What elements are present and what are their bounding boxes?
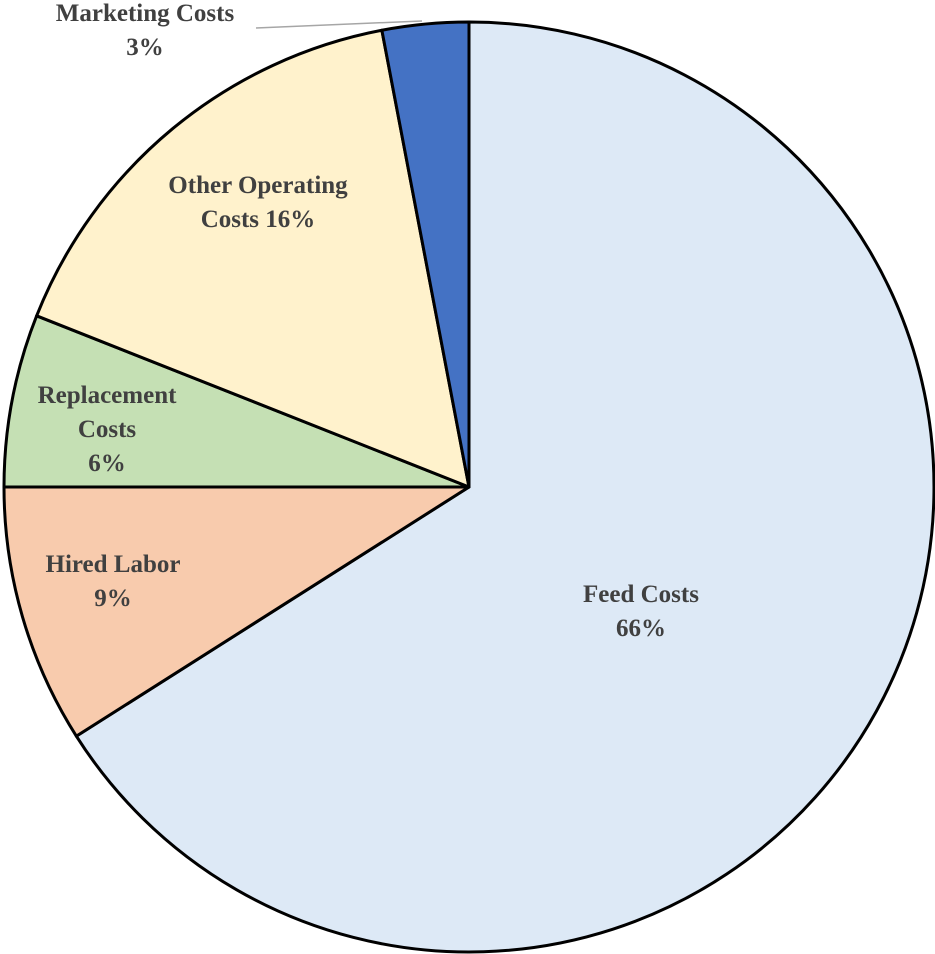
pie-slice [2,485,471,738]
slice-label: Hired Labor 9% [13,548,213,616]
category-label: Hired Labor [45,551,181,578]
value-label: 66% [616,615,666,642]
slice-label: Other Operating Costs 16% [138,169,378,237]
slice-label: Replacement Costs 6% [17,379,197,481]
slice-label: Marketing Costs 3% [15,0,275,65]
value-label: 6% [88,450,126,477]
category-label: Feed Costs [583,581,699,608]
pie-slice [35,28,471,489]
pie-slice [380,20,471,489]
category-label: Replacement Costs [37,382,177,443]
slice-label: Feed Costs 66% [521,578,761,646]
category-label: Other Operating Costs [168,172,348,233]
value-label: 16% [265,206,316,233]
value-label: 3% [126,34,164,61]
leader-line [255,20,423,29]
pie-slice [2,314,471,489]
category-label: Marketing Costs [55,0,235,27]
pie-slice [74,20,935,954]
value-label: 9% [94,585,132,612]
